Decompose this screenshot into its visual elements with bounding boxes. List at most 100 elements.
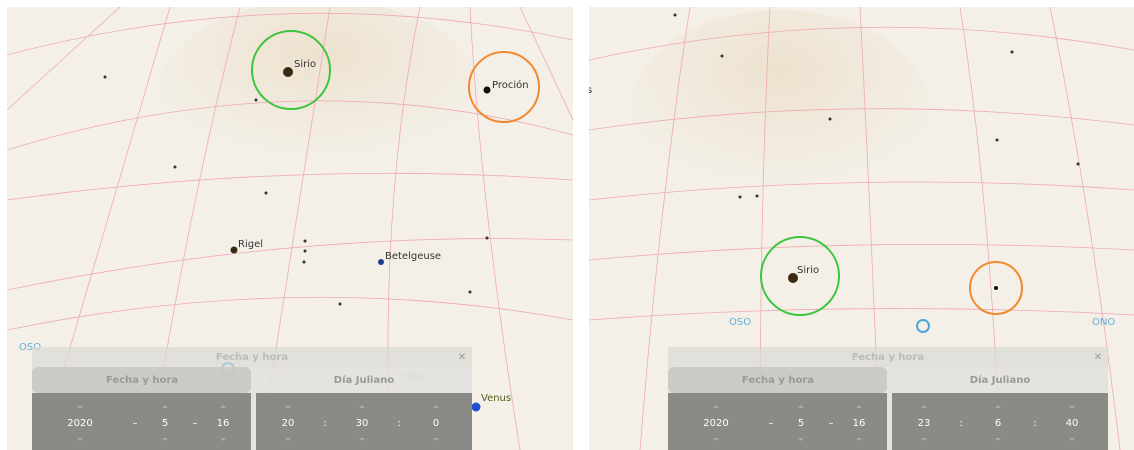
spin-up[interactable] xyxy=(162,405,168,408)
spin-down[interactable] xyxy=(1069,438,1075,441)
star xyxy=(995,138,999,142)
star xyxy=(1076,162,1080,166)
spin-value: : xyxy=(1033,418,1036,429)
star xyxy=(283,67,293,77)
milky-way xyxy=(630,10,930,210)
spin-up[interactable] xyxy=(285,405,291,408)
spin-down[interactable] xyxy=(220,438,226,441)
sky-panel: s Sirio OSO ONO Fecha y hora ✕ Fecha y hora Día… xyxy=(587,7,1134,450)
star xyxy=(302,260,306,264)
spin-down[interactable] xyxy=(713,438,719,441)
sky-panel: SirioProciónRigelBetelgeuseVenusOSOONOFe… xyxy=(7,7,573,450)
star xyxy=(303,239,307,243)
tab-label: Día Juliano xyxy=(334,374,395,386)
marker-circle xyxy=(468,51,540,123)
milky-way xyxy=(160,7,480,180)
spin-up[interactable] xyxy=(433,405,439,408)
spin-down[interactable] xyxy=(995,438,1001,441)
star xyxy=(254,98,258,102)
spin-value: – xyxy=(193,418,198,429)
spin-value: 2020 xyxy=(703,418,728,429)
spin-value: – xyxy=(133,418,138,429)
star xyxy=(303,249,307,253)
star-label: s xyxy=(587,85,592,96)
marker-circle xyxy=(760,236,840,316)
spin-value: 40 xyxy=(1066,418,1079,429)
star-label: Sirio xyxy=(294,59,316,70)
spin-value: 2020 xyxy=(67,418,92,429)
tab-active[interactable] xyxy=(32,367,251,393)
star xyxy=(755,194,759,198)
spin-value: 0 xyxy=(433,418,439,429)
marker-circle xyxy=(251,30,331,110)
spin-value: 30 xyxy=(356,418,369,429)
spin-up[interactable] xyxy=(995,405,1001,408)
spin-value: 23 xyxy=(918,418,931,429)
star xyxy=(994,286,998,290)
compass-label: OSO xyxy=(19,342,41,353)
spin-up[interactable] xyxy=(220,405,226,408)
spin-value: 5 xyxy=(162,418,168,429)
star xyxy=(173,165,177,169)
marker-circle xyxy=(969,261,1023,315)
star-label: Venus xyxy=(481,393,511,404)
star xyxy=(828,117,832,121)
dialog-title: Fecha y hora xyxy=(216,352,288,363)
spin-down[interactable] xyxy=(798,438,804,441)
star xyxy=(1010,50,1014,54)
close-button[interactable]: ✕ xyxy=(458,352,466,363)
tab-label: Fecha y hora xyxy=(106,375,178,386)
spin-up[interactable] xyxy=(1069,405,1075,408)
spin-up[interactable] xyxy=(359,405,365,408)
tab[interactable] xyxy=(892,367,1108,393)
star xyxy=(471,402,481,412)
spin-value: : xyxy=(959,418,962,429)
spin-down[interactable] xyxy=(162,438,168,441)
star xyxy=(378,259,384,265)
spin-value: 6 xyxy=(995,418,1001,429)
spin-down[interactable] xyxy=(921,438,927,441)
star xyxy=(483,86,491,94)
star xyxy=(738,195,742,199)
spin-value: : xyxy=(323,418,326,429)
spin-up[interactable] xyxy=(856,405,862,408)
spin-value: 16 xyxy=(853,418,866,429)
star xyxy=(673,13,677,17)
star xyxy=(468,290,472,294)
spin-up[interactable] xyxy=(798,405,804,408)
tab[interactable] xyxy=(256,367,472,393)
star xyxy=(264,191,268,195)
spin-value: : xyxy=(397,418,400,429)
spin-value: 20 xyxy=(282,418,295,429)
spin-down[interactable] xyxy=(77,438,83,441)
star-label: Rigel xyxy=(238,239,263,250)
star xyxy=(720,54,724,58)
date-panel xyxy=(668,393,887,450)
spin-up[interactable] xyxy=(713,405,719,408)
star-label: Betelgeuse xyxy=(385,251,441,262)
star xyxy=(103,75,107,79)
spin-down[interactable] xyxy=(359,438,365,441)
star xyxy=(788,273,798,283)
star xyxy=(485,236,489,240)
spin-value: 16 xyxy=(217,418,230,429)
date-panel xyxy=(32,393,251,450)
compass-label: ONO xyxy=(1092,317,1115,328)
compass-label: OSO xyxy=(729,317,751,328)
spin-up[interactable] xyxy=(77,405,83,408)
spin-down[interactable] xyxy=(433,438,439,441)
spin-up[interactable] xyxy=(921,405,927,408)
tab-label: Fecha y hora xyxy=(742,375,814,386)
spin-down[interactable] xyxy=(856,438,862,441)
tab-active[interactable] xyxy=(668,367,887,393)
tab-label: Día Juliano xyxy=(970,374,1031,386)
dialog-title: Fecha y hora xyxy=(852,352,924,363)
spin-value: – xyxy=(829,418,834,429)
close-button[interactable]: ✕ xyxy=(1094,352,1102,363)
dialog-title-bar xyxy=(668,347,1108,367)
spin-down[interactable] xyxy=(285,438,291,441)
star-label: Sirio xyxy=(797,265,819,276)
star-label: Proción xyxy=(492,79,529,91)
spin-value: – xyxy=(769,418,774,429)
